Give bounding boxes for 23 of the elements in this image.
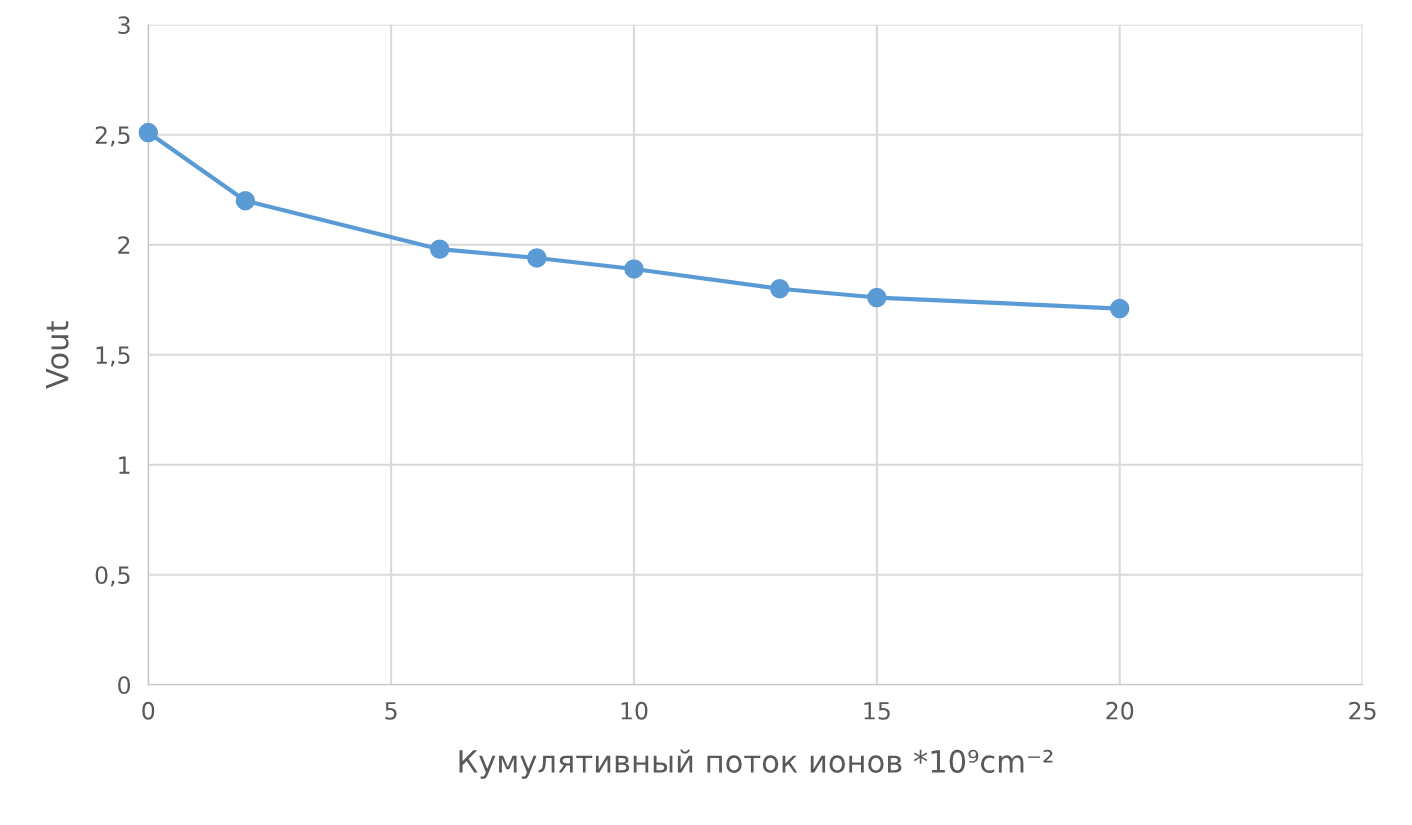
point: [138, 122, 158, 143]
y-tick-label: 2: [118, 236, 130, 254]
y-tick-label: 3: [118, 16, 130, 35]
point: [527, 248, 547, 268]
x-axis-title: Кумулятивный поток ионов *10⁹cm⁻²: [459, 749, 1053, 779]
y-tick-label: 1: [119, 456, 130, 474]
x-tick-label: 25: [1349, 701, 1376, 720]
y-tick-label: 1,5: [96, 346, 130, 367]
point: [1109, 298, 1130, 319]
point: [867, 287, 887, 308]
point: [429, 239, 450, 259]
y-tick-label: 0,5: [95, 566, 130, 587]
point: [624, 259, 644, 279]
x-tick-label: 10: [621, 701, 648, 720]
x-tick-label: 5: [385, 702, 397, 720]
x-tick-label: 0: [142, 701, 155, 720]
y-axis-title: Vout: [45, 321, 69, 389]
y-tick-label: 0: [118, 676, 131, 695]
x-tick-label: 15: [864, 702, 890, 720]
point: [769, 279, 790, 299]
y-tick-label: 2,5: [95, 126, 130, 147]
x-tick-label: 20: [1106, 701, 1134, 720]
point: [235, 191, 256, 211]
